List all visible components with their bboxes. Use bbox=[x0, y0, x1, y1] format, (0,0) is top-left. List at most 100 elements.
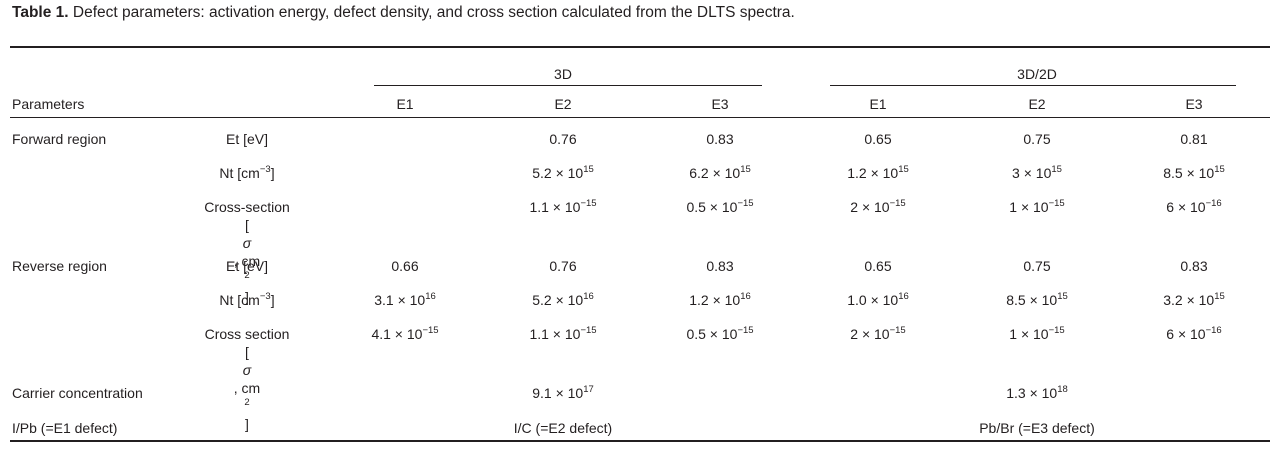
forward-nt-cell: 5.2 × 1015 bbox=[532, 164, 594, 182]
reverse-et-cell: 0.75 bbox=[1023, 258, 1051, 274]
exponent: 15 bbox=[740, 164, 751, 175]
mantissa: 0.5 × 10 bbox=[686, 326, 738, 342]
mantissa: 1.0 × 10 bbox=[847, 292, 899, 308]
col-header-3d-e1: E1 bbox=[396, 96, 414, 112]
exponent: −15 bbox=[889, 325, 906, 336]
param-cs-label: Cross section bbox=[204, 326, 290, 342]
forward-nt-cell: 8.5 × 1015 bbox=[1163, 164, 1225, 182]
exponent: 16 bbox=[425, 291, 436, 302]
reverse-et-cell: 0.76 bbox=[549, 258, 577, 274]
forward-cs-cell: 0.5 × 10−15 bbox=[686, 198, 753, 216]
unit-exp: 2 bbox=[244, 397, 250, 408]
param-nt-forward: Nt [cm−3] bbox=[219, 164, 274, 182]
param-cs-unit: [σ , cm 2] bbox=[205, 343, 290, 433]
exponent: −15 bbox=[737, 325, 754, 336]
mantissa: 9.1 × 10 bbox=[532, 385, 584, 401]
mantissa: 1.1 × 10 bbox=[529, 326, 581, 342]
reverse-nt-cell: 3.1 × 1016 bbox=[374, 291, 436, 309]
forward-nt-cell: 1.2 × 1015 bbox=[847, 164, 909, 182]
unit-close: ] bbox=[245, 416, 249, 432]
group-rule-3d bbox=[374, 85, 762, 86]
mantissa: 1.2 × 10 bbox=[847, 165, 899, 181]
forward-et-cell: 0.76 bbox=[549, 131, 577, 147]
exponent: −15 bbox=[889, 198, 906, 209]
reverse-nt-cell: 8.5 × 1015 bbox=[1006, 291, 1068, 309]
carrier-concentration-cell: 9.1 × 1017 bbox=[532, 384, 594, 402]
forward-nt-cell: 3 × 1015 bbox=[1012, 164, 1062, 182]
header-rule bbox=[10, 117, 1270, 118]
reverse-cs-cell: 1 × 10−15 bbox=[1009, 325, 1064, 343]
mantissa: 1.3 × 10 bbox=[1006, 385, 1058, 401]
forward-nt-cell: 6.2 × 1015 bbox=[689, 164, 751, 182]
mantissa: 1.1 × 10 bbox=[529, 199, 581, 215]
mantissa: 4.1 × 10 bbox=[371, 326, 423, 342]
exponent: 15 bbox=[583, 164, 594, 175]
exponent: 15 bbox=[1051, 164, 1062, 175]
section-forward: Forward region bbox=[12, 131, 107, 147]
mantissa: 1 × 10 bbox=[1009, 199, 1049, 215]
forward-cs-cell: 1 × 10−15 bbox=[1009, 198, 1064, 216]
forward-cs-cell: 1.1 × 10−15 bbox=[529, 198, 596, 216]
exponent: −15 bbox=[1048, 325, 1065, 336]
unit-exp: 2 bbox=[244, 270, 250, 281]
mantissa: 3.1 × 10 bbox=[374, 292, 426, 308]
section-carrier: Carrier concentration bbox=[12, 385, 143, 401]
table-caption: Table 1. Defect parameters: activation e… bbox=[12, 4, 795, 22]
param-nt-exp: −3 bbox=[259, 164, 271, 175]
param-cs-unit: [σ , cm 2] bbox=[204, 216, 290, 306]
mantissa: 6.2 × 10 bbox=[689, 165, 741, 181]
mantissa: 5.2 × 10 bbox=[532, 292, 584, 308]
mantissa: 1.2 × 10 bbox=[689, 292, 741, 308]
reverse-et-cell: 0.65 bbox=[864, 258, 892, 274]
reverse-cs-cell: 2 × 10−15 bbox=[850, 325, 905, 343]
col-header-3d-e2: E2 bbox=[554, 96, 572, 112]
forward-cs-cell: 6 × 10−16 bbox=[1166, 198, 1221, 216]
param-cs-reverse: Cross section [σ , cm 2] bbox=[205, 325, 290, 433]
param-nt-reverse: Nt [cm−3] bbox=[219, 291, 274, 309]
mantissa: 2 × 10 bbox=[850, 199, 890, 215]
group-header-3d: 3D bbox=[554, 66, 572, 82]
mantissa: 8.5 × 10 bbox=[1006, 292, 1058, 308]
sigma-symbol: σ bbox=[242, 235, 252, 251]
reverse-nt-cell: 1.0 × 1016 bbox=[847, 291, 909, 309]
param-nt-close: ] bbox=[270, 292, 275, 308]
reverse-cs-cell: 6 × 10−16 bbox=[1166, 325, 1221, 343]
forward-et-cell: 0.65 bbox=[864, 131, 892, 147]
defect-assignment-cell: Pb/Br (=E3 defect) bbox=[979, 420, 1095, 436]
param-nt-base: Nt [cm bbox=[219, 165, 260, 181]
exponent: −15 bbox=[580, 198, 597, 209]
param-et-forward: Et [eV] bbox=[225, 131, 269, 147]
exponent: 18 bbox=[1057, 384, 1068, 395]
exponent: 17 bbox=[583, 384, 594, 395]
param-cs-forward: Cross-section [σ , cm 2] bbox=[204, 198, 290, 306]
unit-close: ] bbox=[245, 289, 249, 305]
reverse-cs-cell: 1.1 × 10−15 bbox=[529, 325, 596, 343]
section-defect: I/Pb (=E1 defect) bbox=[12, 420, 118, 436]
exponent: −16 bbox=[1205, 198, 1222, 209]
forward-et-cell: 0.83 bbox=[706, 131, 734, 147]
exponent: −16 bbox=[1205, 325, 1222, 336]
unit-mid: , cm bbox=[233, 380, 261, 396]
exponent: 16 bbox=[898, 291, 909, 302]
unit-open: [ bbox=[245, 217, 249, 233]
col-header-3d-e3: E3 bbox=[711, 96, 729, 112]
exponent: 15 bbox=[1057, 291, 1068, 302]
mantissa: 5.2 × 10 bbox=[532, 165, 584, 181]
bottom-rule bbox=[10, 440, 1270, 442]
mantissa: 6 × 10 bbox=[1166, 199, 1206, 215]
reverse-nt-cell: 3.2 × 1015 bbox=[1163, 291, 1225, 309]
exponent: 15 bbox=[898, 164, 909, 175]
exponent: −15 bbox=[737, 198, 754, 209]
exponent: 16 bbox=[740, 291, 751, 302]
top-rule bbox=[10, 46, 1270, 48]
section-reverse: Reverse region bbox=[12, 258, 107, 274]
reverse-cs-cell: 4.1 × 10−15 bbox=[371, 325, 438, 343]
mantissa: 0.5 × 10 bbox=[686, 199, 738, 215]
col-header-3d2d-e3: E3 bbox=[1185, 96, 1203, 112]
reverse-et-cell: 0.66 bbox=[391, 258, 419, 274]
mantissa: 3.2 × 10 bbox=[1163, 292, 1215, 308]
param-nt-close: ] bbox=[270, 165, 275, 181]
group-rule-3d2d bbox=[830, 85, 1236, 86]
mantissa: 2 × 10 bbox=[850, 326, 890, 342]
